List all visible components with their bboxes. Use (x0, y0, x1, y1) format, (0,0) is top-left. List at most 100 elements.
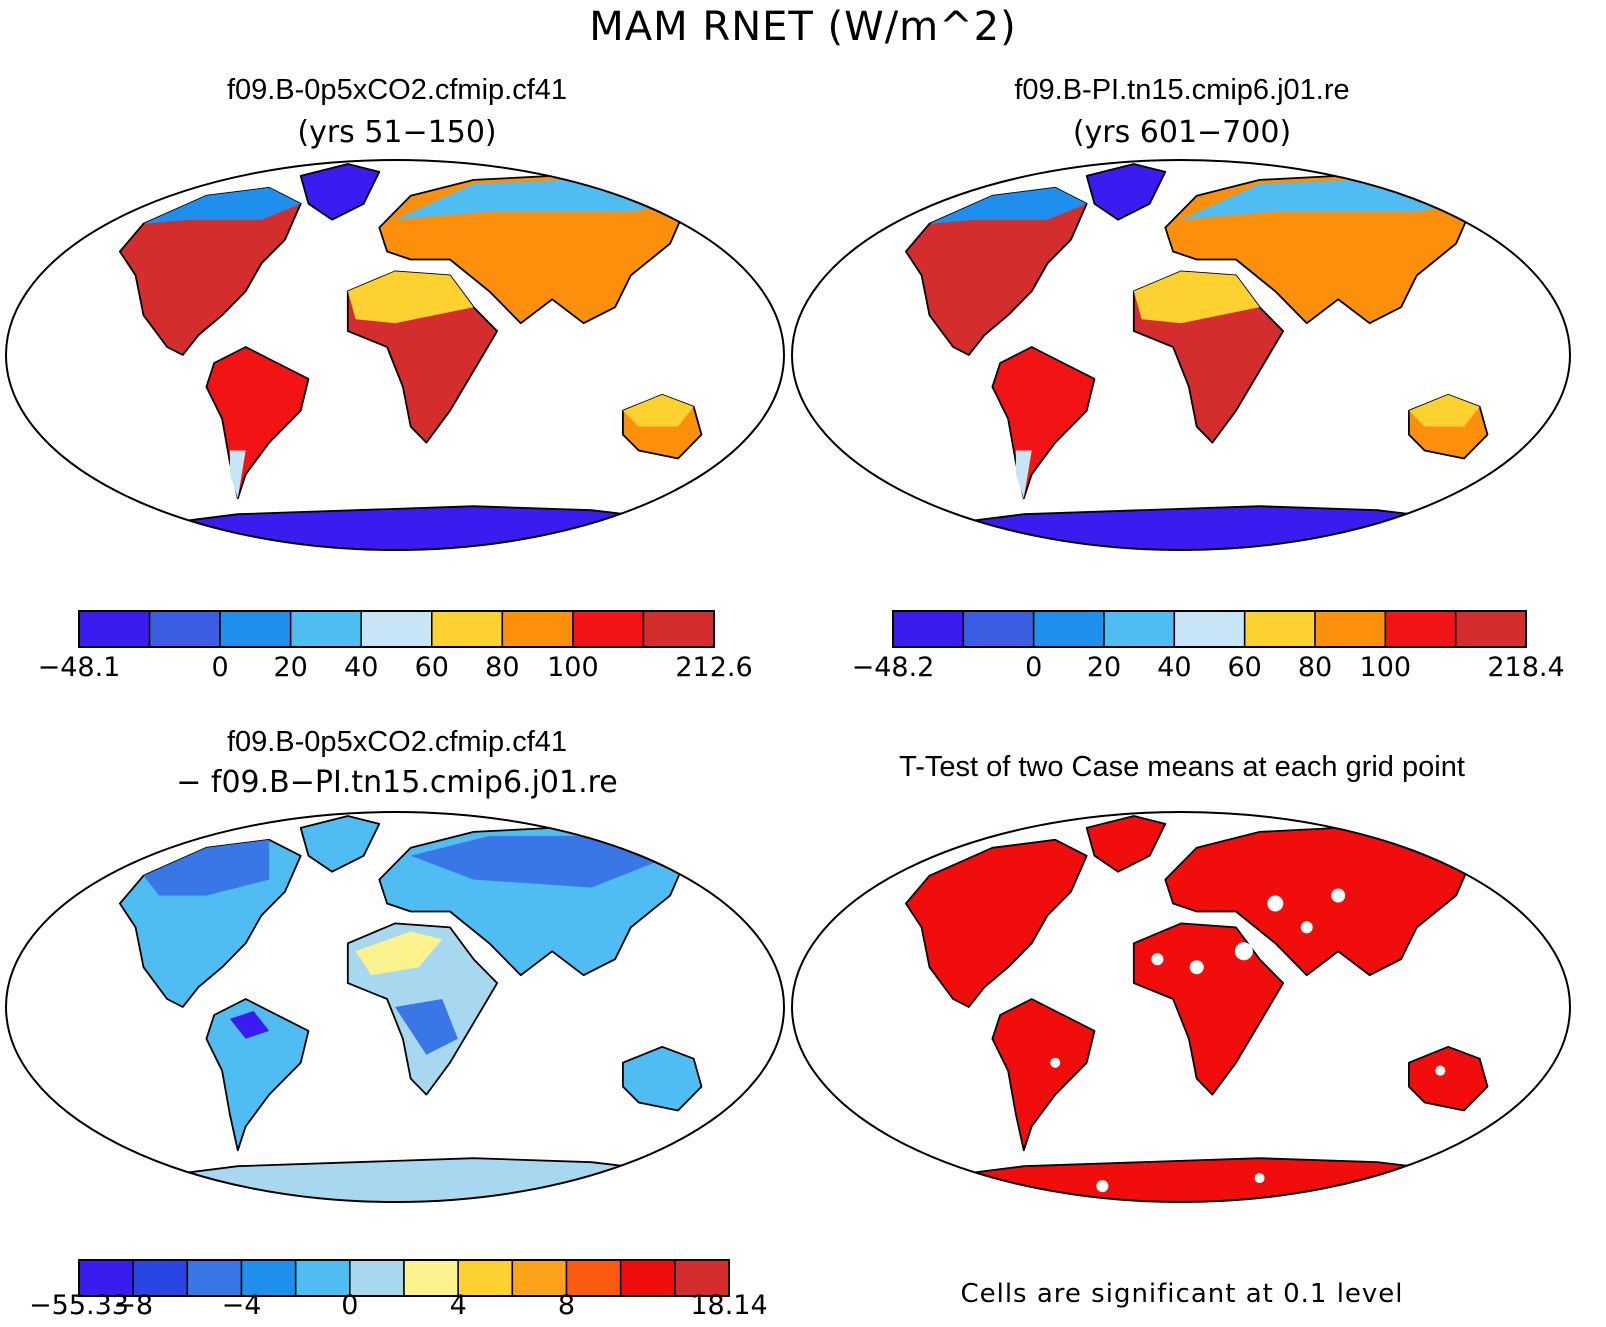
colorbar-tick-label: −48.1 (37, 652, 121, 683)
landmass-namerica (905, 186, 1088, 356)
panel2-subtitle: (yrs 601−700) (1072, 115, 1292, 150)
panel3-map (5, 811, 785, 1203)
landmass-eurasia (1164, 826, 1473, 977)
panel1-title: f09.B-0p5xCO2.cfmip.cf41 (226, 74, 568, 106)
shade-band (229, 450, 246, 499)
map-frame (5, 159, 785, 551)
panel3-colorbar-labels: −55.33 −8 −4 0 4 8 18.14 (29, 1290, 768, 1324)
colorbar-tick-label: 8 (557, 1290, 576, 1321)
not-significant-cell (1267, 895, 1284, 912)
colorbar-tick-label: 20 (273, 652, 308, 683)
colorbar-tick-label: 100 (547, 652, 599, 683)
not-significant-cell (1254, 1173, 1265, 1184)
landmass-namerica (119, 186, 302, 356)
shade-band (143, 839, 270, 896)
landmass-greenland (1085, 163, 1167, 221)
colorbar-tick-label: 80 (1297, 652, 1333, 683)
colorbar-box (1173, 610, 1246, 648)
panel2-title: f09.B-PI.tn15.cmip6.j01.re (1014, 74, 1350, 106)
panel4-map (791, 811, 1571, 1203)
not-significant-cell (1331, 888, 1346, 903)
colorbar-box (1454, 610, 1527, 648)
not-significant-cell (1435, 1065, 1446, 1076)
colorbar-tick-label: 40 (344, 652, 379, 683)
landmass-samerica (205, 998, 310, 1152)
shade-band (622, 394, 694, 427)
landmass-samerica (991, 998, 1096, 1152)
colorbar-tick-label: 212.6 (675, 652, 753, 683)
colorbar-box (457, 1259, 514, 1297)
landmass-australia (622, 1045, 703, 1112)
colorbar-tick-label: 0 (211, 652, 229, 683)
panel3-colorbar (78, 1259, 730, 1297)
colorbar-box (892, 610, 965, 648)
colorbar-tick-label: 4 (449, 1290, 467, 1321)
landmass-greenland (299, 815, 381, 873)
colorbar-box (78, 1259, 134, 1297)
panel4-title: T-Test of two Case means at each grid po… (899, 751, 1465, 783)
shade-band (929, 187, 1087, 224)
colorbar-box (501, 610, 574, 648)
not-significant-cell (1050, 1057, 1061, 1068)
shade-band (395, 999, 458, 1055)
colorbar-box (1103, 610, 1176, 648)
colorbar-box (431, 610, 504, 648)
colorbar-tick-label: 80 (485, 652, 520, 683)
colorbar-box (78, 610, 151, 648)
colorbar-tick-label: −8 (113, 1290, 154, 1321)
map-frame (791, 811, 1571, 1203)
shade-band (1408, 394, 1480, 427)
colorbar-tick-label: 20 (1086, 652, 1122, 683)
landmass-australia (1408, 1045, 1489, 1112)
not-significant-cell (1189, 960, 1204, 975)
landmass-greenland (299, 163, 381, 221)
panel1-map (5, 159, 785, 551)
colorbar-box (642, 610, 715, 648)
panel3-subtitle: − f09.B−PI.tn15.cmip6.j01.re (176, 765, 618, 800)
landmass-namerica (905, 838, 1088, 1008)
map-frame (5, 811, 785, 1203)
panel1-subtitle: (yrs 51−150) (297, 115, 497, 150)
not-significant-cell (1151, 953, 1164, 966)
panel2-colorbar-labels: −48.2 0 20 40 60 80 100 218.4 (852, 652, 1565, 686)
significance-note: Cells are significant at 0.1 level (960, 1279, 1404, 1309)
colorbar-tick-label: 60 (414, 652, 449, 683)
colorbar-tick-label: 60 (1227, 652, 1262, 683)
shade-band (347, 271, 474, 324)
colorbar-tick-label: 18.14 (690, 1290, 768, 1321)
panel1-colorbar-labels: −48.1 0 20 40 60 80 100 212.6 (38, 652, 753, 686)
map-frame (791, 159, 1571, 551)
landmass-africa (1132, 922, 1285, 1096)
panel2-map (791, 159, 1571, 551)
shade-band (355, 931, 443, 976)
not-significant-cell (1096, 1180, 1109, 1193)
figure-title: MAM RNET (W/m^2) (589, 4, 1017, 50)
colorbar-box (360, 610, 433, 648)
colorbar-tick-label: 40 (1157, 652, 1192, 683)
shade-band (143, 187, 301, 224)
colorbar-box (289, 610, 362, 648)
not-significant-cell (1234, 942, 1253, 961)
colorbar-tick-label: 0 (341, 1290, 359, 1321)
shade-band (1133, 271, 1260, 324)
colorbar-tick-label: −4 (221, 1290, 262, 1321)
colorbar-box (148, 610, 221, 648)
colorbar-tick-label: 100 (1359, 652, 1412, 683)
colorbar-box (219, 610, 292, 648)
colorbar-box (962, 610, 1035, 648)
not-significant-cell (1300, 921, 1313, 934)
colorbar-box (1032, 610, 1105, 648)
colorbar-box (1243, 610, 1316, 648)
colorbar-box (1384, 610, 1457, 648)
colorbar-box (1314, 610, 1387, 648)
colorbar-box (294, 1259, 351, 1297)
panel3-title: f09.B-0p5xCO2.cfmip.cf41 (226, 726, 568, 758)
colorbar-tick-label: 0 (1025, 652, 1043, 683)
panel2-colorbar (892, 610, 1527, 648)
colorbar-tick-label: 218.4 (1487, 652, 1565, 683)
shade-band (229, 1011, 270, 1039)
shade-band (410, 835, 663, 888)
colorbar-box (240, 1259, 297, 1297)
colorbar-box (572, 610, 645, 648)
colorbar-tick-label: −48.2 (851, 652, 935, 683)
